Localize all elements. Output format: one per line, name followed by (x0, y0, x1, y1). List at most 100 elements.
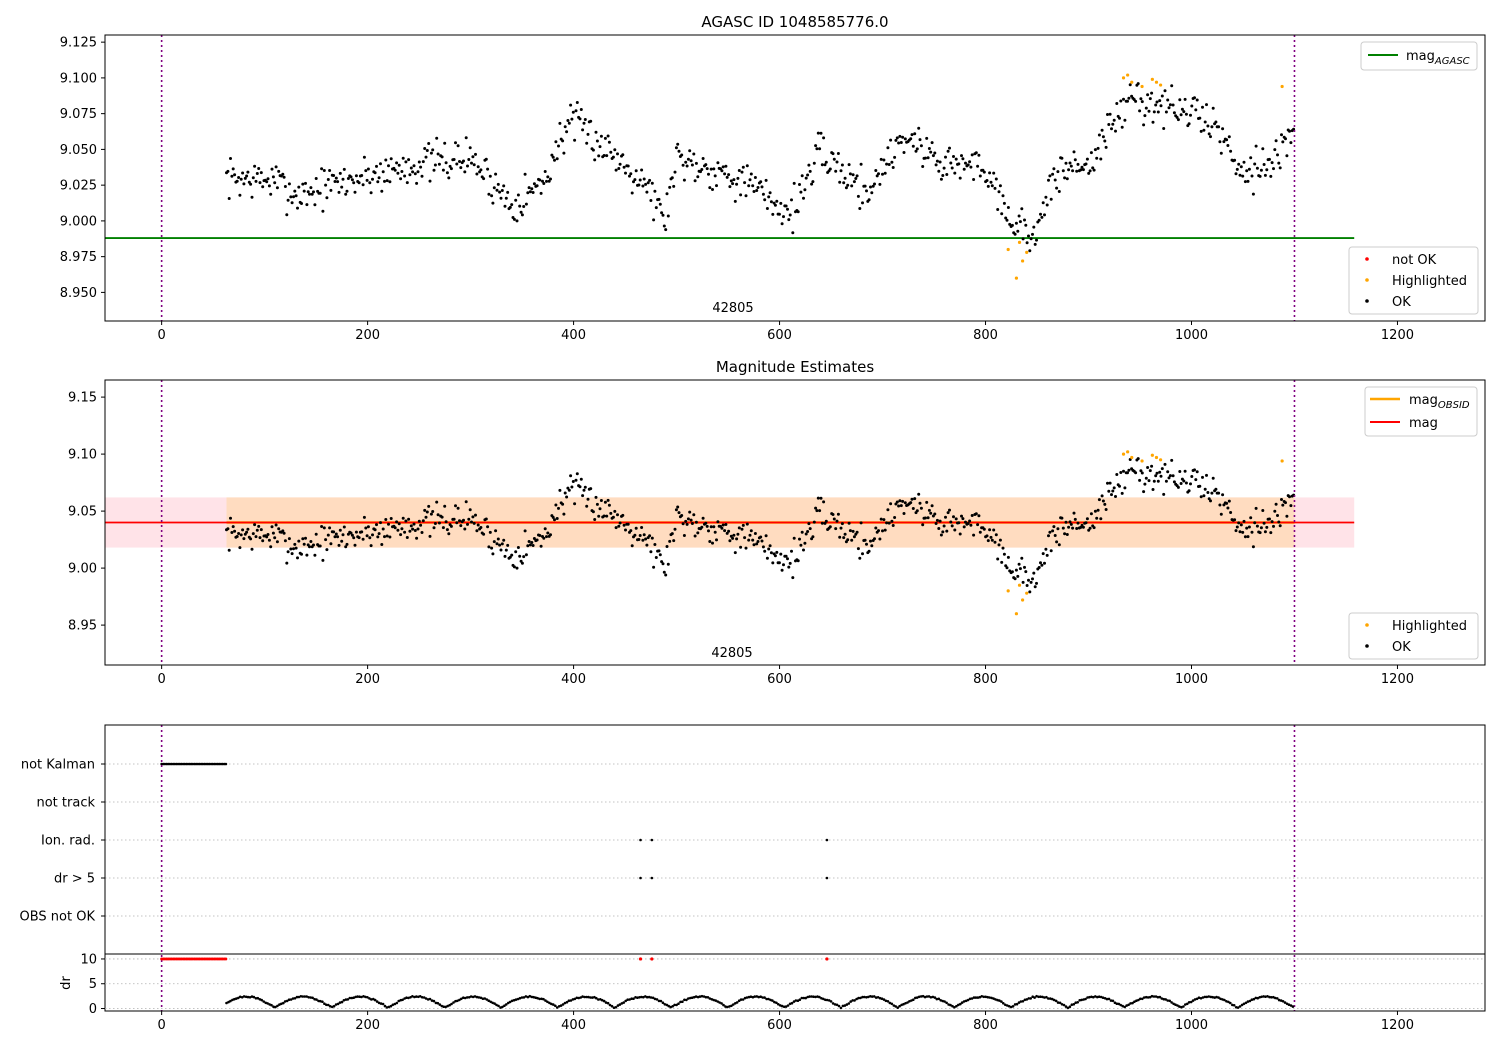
p2-ytick-label: 9.00 (68, 562, 97, 577)
ok-point (277, 527, 281, 531)
ok-point (502, 184, 506, 188)
ok-point (834, 169, 838, 173)
ok-point (424, 515, 428, 519)
dr-point (381, 1002, 385, 1006)
dr-point (1015, 1002, 1019, 1006)
ok-point (1233, 158, 1237, 162)
ok-point (736, 176, 740, 180)
p2-xtick-label: 1200 (1381, 672, 1414, 687)
ok-point (603, 136, 607, 140)
ok-point (555, 157, 559, 161)
ok-point (938, 160, 942, 164)
ok-point (535, 538, 539, 542)
ok-point (807, 522, 811, 526)
ok-point (799, 190, 803, 194)
dr-point (667, 1004, 670, 1008)
ok-point (690, 163, 694, 167)
ok-point (887, 521, 891, 525)
dr-point (463, 996, 467, 1000)
ok-point (751, 184, 755, 188)
svg-text:magAGASC: magAGASC (1406, 49, 1470, 67)
ok-point (433, 522, 437, 525)
ok-point (1005, 566, 1009, 570)
highlighted-point (1006, 589, 1010, 593)
p3-xtick-label: 1000 (1175, 1018, 1208, 1033)
ok-point (824, 519, 828, 523)
ok-point (428, 179, 432, 183)
ok-point (621, 513, 625, 517)
ok-point (1100, 494, 1104, 498)
ok-point (488, 174, 492, 178)
ok-point (1238, 530, 1242, 534)
ok-point (1156, 110, 1160, 114)
ok-point (384, 518, 388, 521)
ok-point (1095, 516, 1099, 520)
ok-point (819, 496, 823, 500)
ok-point (452, 517, 456, 521)
ok-point (844, 186, 848, 190)
ok-point (804, 532, 808, 536)
ok-point (1189, 482, 1192, 486)
dr-point (1232, 1004, 1236, 1007)
ok-point (292, 195, 295, 199)
ok-point (822, 136, 826, 140)
ok-point (946, 511, 950, 515)
ok-point (1207, 132, 1211, 136)
ok-point (401, 516, 405, 520)
p1-xtick-label: 800 (973, 328, 998, 343)
ok-point (665, 192, 669, 196)
dr-point (532, 995, 535, 999)
ok-point (935, 518, 939, 522)
ok-point (1076, 521, 1080, 525)
p2-xtick-label: 400 (561, 672, 586, 687)
ok-point (925, 500, 929, 504)
ok-point (539, 544, 543, 548)
dr-point (477, 996, 481, 999)
ok-point (1037, 218, 1041, 222)
dr-point (1225, 1000, 1228, 1003)
ok-point (1284, 501, 1287, 505)
ok-point (462, 518, 465, 522)
ok-point (384, 158, 388, 162)
ok-point (388, 535, 392, 539)
ok-point (732, 533, 736, 537)
ok-point (946, 149, 950, 153)
ok-point (871, 184, 875, 188)
ok-point (486, 525, 490, 529)
ok-point (657, 549, 661, 553)
ok-point (708, 186, 712, 190)
ok-point (985, 179, 989, 182)
dr-point (640, 995, 643, 999)
ok-point (654, 556, 658, 559)
ok-point (389, 517, 393, 520)
ok-point (765, 207, 769, 210)
dr-point (1246, 1000, 1250, 1003)
ok-point (1150, 464, 1154, 468)
dr-not-ok-point (650, 957, 654, 961)
ok-point (1110, 493, 1113, 497)
ok-point (249, 182, 253, 186)
ok-point (431, 510, 435, 513)
ok-point (383, 179, 386, 183)
ok-point (546, 531, 550, 535)
dr-point (818, 995, 821, 999)
ok-point (1233, 518, 1237, 522)
ok-point (953, 171, 957, 175)
ok-point (550, 153, 554, 157)
ok-point (644, 182, 648, 186)
ok-point (362, 155, 366, 159)
ok-point (686, 517, 690, 521)
ok-point (1027, 578, 1030, 582)
ok-point (259, 171, 263, 175)
ok-point (522, 205, 526, 208)
ok-point (874, 169, 878, 172)
dr-point (831, 1002, 835, 1005)
dr-point (483, 997, 487, 1000)
legend-swatch-highlighted (1365, 278, 1369, 282)
ok-point (865, 542, 868, 546)
ok-point (1202, 494, 1206, 498)
ok-point (861, 201, 864, 205)
ok-point (859, 521, 863, 525)
ok-point (404, 160, 408, 164)
ok-point (458, 160, 461, 163)
